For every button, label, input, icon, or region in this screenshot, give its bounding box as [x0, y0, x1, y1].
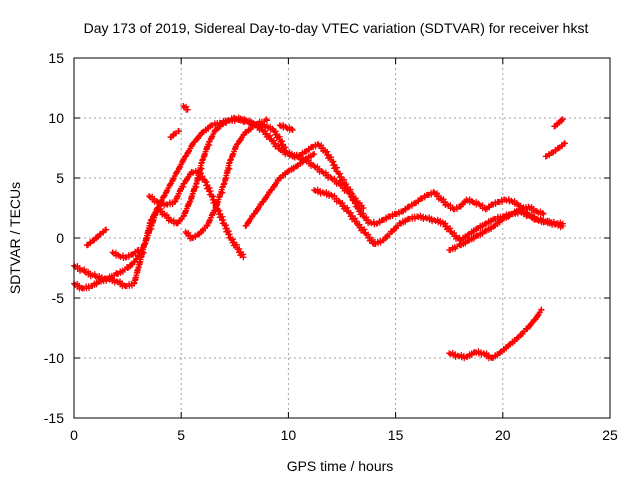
data-point-marker — [288, 125, 295, 132]
data-point-marker — [539, 209, 546, 216]
data-point-marker — [140, 244, 147, 251]
x-tick-label: 25 — [602, 427, 618, 443]
data-point-marker — [203, 223, 210, 229]
data-point-marker — [206, 217, 213, 224]
data-series-track-11 — [167, 127, 183, 141]
data-series-track-12 — [180, 103, 191, 113]
data-point-marker — [226, 160, 233, 167]
data-point-marker — [132, 275, 139, 282]
data-point-marker — [229, 151, 236, 158]
data-point-marker — [146, 220, 153, 227]
axis-ticks: 0 5 10 15 20 25 -15 -10 -5 0 5 10 15 — [44, 50, 618, 443]
data-point-marker — [538, 307, 545, 313]
x-axis-label: GPS time / hours — [287, 458, 394, 474]
data-point-marker — [214, 199, 221, 206]
data-point-marker — [198, 160, 205, 167]
x-tick-label: 0 — [70, 427, 78, 443]
data-series-track-4 — [182, 116, 270, 242]
data-point-marker — [206, 123, 213, 130]
data-series-track-5 — [242, 151, 318, 229]
data-point-marker — [311, 151, 318, 157]
data-point-marker — [561, 140, 568, 147]
data-point-marker — [142, 235, 149, 242]
data-point-marker — [309, 151, 316, 158]
data-point-marker — [513, 200, 520, 207]
x-tick-label: 10 — [281, 427, 297, 443]
data-point-marker — [121, 282, 128, 289]
data-series-track-15 — [551, 116, 566, 130]
data-point-marker — [182, 208, 189, 215]
data-point-marker — [140, 249, 147, 256]
data-point-marker — [194, 175, 201, 182]
y-tick-label: 5 — [56, 170, 64, 186]
data-point-marker — [559, 116, 566, 123]
data-point-marker — [103, 226, 110, 233]
data-point-marker — [226, 165, 233, 172]
data-point-marker — [136, 259, 143, 266]
data-point-marker — [219, 184, 226, 191]
data-point-marker — [171, 199, 178, 205]
data-point-marker — [540, 211, 547, 217]
y-tick-label: -15 — [44, 410, 64, 426]
grid-lines — [74, 58, 610, 418]
data-series-track-8 — [446, 306, 545, 362]
data-point-marker — [184, 106, 191, 113]
x-tick-label: 5 — [177, 427, 185, 443]
data-series-track-13 — [276, 122, 296, 134]
data-series-track-6 — [311, 186, 566, 247]
data-point-marker — [222, 175, 229, 182]
y-tick-label: 10 — [48, 110, 64, 126]
chart-title: Day 173 of 2019, Sidereal Day-to-day VTE… — [84, 20, 589, 36]
data-series-track-14 — [542, 140, 568, 160]
y-axis-label: SDTVAR / TECUs — [7, 182, 23, 294]
data-point-marker — [559, 223, 566, 229]
data-point-marker — [176, 128, 183, 135]
x-tick-label: 20 — [495, 427, 511, 443]
y-tick-label: -10 — [44, 350, 64, 366]
data-point-marker — [174, 193, 181, 200]
data-point-marker — [188, 193, 195, 200]
data-point-marker — [269, 125, 276, 132]
data-point-marker — [135, 247, 142, 253]
data-point-marker — [146, 225, 153, 232]
data-point-marker — [289, 127, 296, 133]
data-point-marker — [201, 151, 208, 158]
y-tick-label: 0 — [56, 230, 64, 246]
data-point-marker — [78, 284, 85, 291]
data-series-track-10 — [109, 247, 142, 261]
y-tick-label: 15 — [48, 50, 64, 66]
data-series-track-7 — [446, 203, 547, 253]
x-tick-label: 15 — [388, 427, 404, 443]
data-point-marker — [240, 254, 247, 261]
data-series-track-9 — [83, 226, 110, 249]
y-tick-label: -5 — [52, 290, 65, 306]
data-point-marker — [200, 176, 207, 183]
data-points — [71, 103, 568, 362]
data-point-marker — [263, 117, 270, 124]
